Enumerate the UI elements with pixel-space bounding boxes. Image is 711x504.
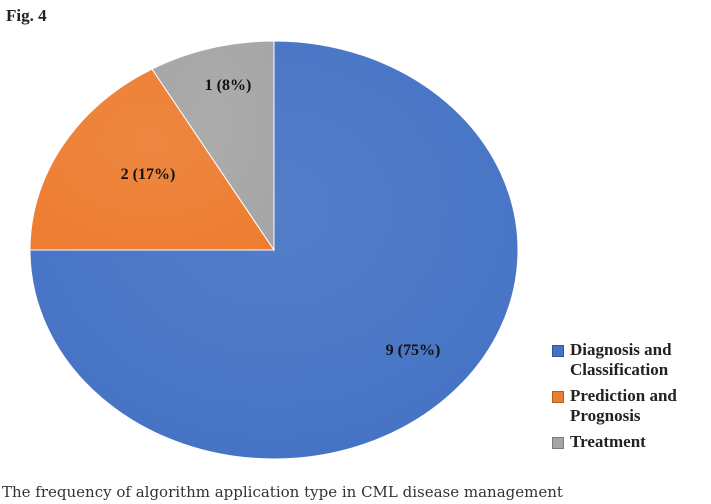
legend-swatch-treatment bbox=[552, 437, 564, 449]
figure-caption: The frequency of algorithm application t… bbox=[2, 483, 563, 501]
chart-legend: Diagnosis and Classification Prediction … bbox=[552, 340, 710, 458]
legend-label-line: Prognosis bbox=[570, 406, 641, 425]
slice-data-label: 2 (17%) bbox=[121, 166, 176, 183]
legend-swatch-prediction bbox=[552, 391, 564, 403]
legend-item-prediction: Prediction and Prognosis bbox=[552, 386, 710, 426]
slice-data-label: 9 (75%) bbox=[386, 342, 441, 359]
legend-swatch-diagnosis bbox=[552, 345, 564, 357]
pie-slice-diagnosis-and-classification bbox=[29, 40, 519, 460]
legend-label-line: Diagnosis and bbox=[570, 340, 672, 359]
legend-label-diagnosis: Diagnosis and Classification bbox=[570, 340, 672, 380]
legend-label-line: Classification bbox=[570, 360, 669, 379]
legend-label-prediction: Prediction and Prognosis bbox=[570, 386, 677, 426]
pie-slice-treatment bbox=[151, 40, 275, 252]
legend-label-treatment: Treatment bbox=[570, 432, 646, 452]
slice-data-label: 1 (8%) bbox=[205, 77, 252, 94]
legend-item-diagnosis: Diagnosis and Classification bbox=[552, 340, 710, 380]
legend-label-line: Prediction and bbox=[570, 386, 677, 405]
pie-chart: 9 (75%) 2 (17%) 1 (8%) bbox=[29, 40, 519, 460]
figure-label: Fig. 4 bbox=[6, 6, 47, 25]
legend-item-treatment: Treatment bbox=[552, 432, 710, 452]
legend-label-line: Treatment bbox=[570, 432, 646, 451]
pie-slice-prediction-and-prognosis bbox=[29, 68, 275, 251]
